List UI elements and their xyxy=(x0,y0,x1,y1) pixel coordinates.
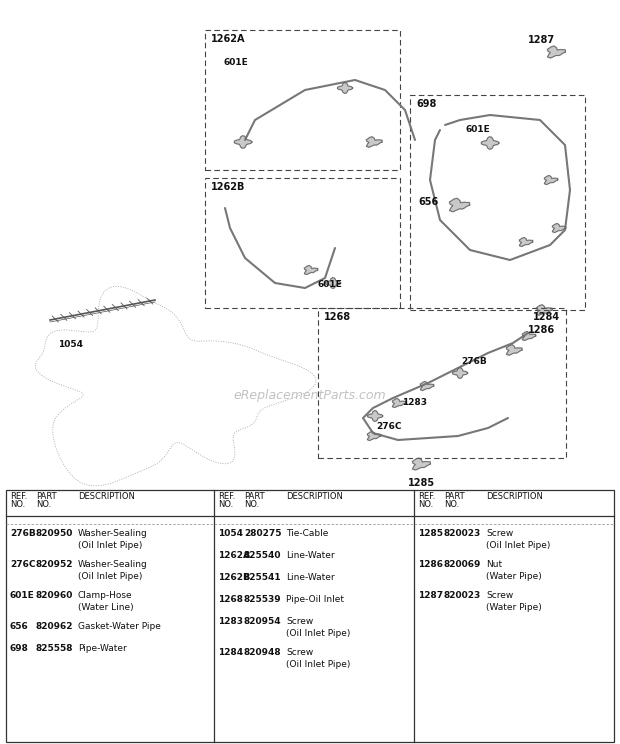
Text: Washer-Sealing
(Oil Inlet Pipe): Washer-Sealing (Oil Inlet Pipe) xyxy=(78,560,148,581)
Text: Clamp-Hose
(Water Line): Clamp-Hose (Water Line) xyxy=(78,591,134,612)
Polygon shape xyxy=(420,382,434,391)
Text: NO.: NO. xyxy=(418,500,433,509)
Polygon shape xyxy=(366,137,382,147)
Text: 1283: 1283 xyxy=(218,617,243,626)
Text: 1284: 1284 xyxy=(218,648,243,657)
Text: 656: 656 xyxy=(10,622,29,631)
Text: Pipe-Water: Pipe-Water xyxy=(78,644,126,653)
Text: REF.: REF. xyxy=(418,492,435,501)
Text: DESCRIPTION: DESCRIPTION xyxy=(486,492,543,501)
Text: REF.: REF. xyxy=(10,492,27,501)
Polygon shape xyxy=(450,198,470,212)
Text: NO.: NO. xyxy=(218,500,233,509)
Bar xyxy=(6,490,614,742)
Polygon shape xyxy=(367,432,381,440)
Text: 1262B: 1262B xyxy=(211,182,246,192)
Text: NO.: NO. xyxy=(10,500,25,509)
Polygon shape xyxy=(453,368,468,379)
Text: 276B: 276B xyxy=(461,357,487,366)
Polygon shape xyxy=(481,137,499,150)
Text: 1284: 1284 xyxy=(533,312,560,322)
Text: 1283: 1283 xyxy=(402,398,427,407)
Text: 698: 698 xyxy=(416,99,436,109)
Text: 825558: 825558 xyxy=(36,644,74,653)
Text: Tie-Cable: Tie-Cable xyxy=(286,529,329,538)
Text: 820948: 820948 xyxy=(244,648,281,657)
Text: REF.: REF. xyxy=(218,492,235,501)
Text: 601E: 601E xyxy=(466,125,491,134)
Text: NO.: NO. xyxy=(36,500,51,509)
Text: PART: PART xyxy=(444,492,464,501)
Text: 1285: 1285 xyxy=(408,478,435,488)
Text: Nut
(Water Pipe): Nut (Water Pipe) xyxy=(486,560,542,581)
Text: Washer-Sealing
(Oil Inlet Pipe): Washer-Sealing (Oil Inlet Pipe) xyxy=(78,529,148,550)
Polygon shape xyxy=(536,305,552,315)
Text: Line-Water: Line-Water xyxy=(286,551,335,560)
Text: Gasket-Water Pipe: Gasket-Water Pipe xyxy=(78,622,161,631)
Text: 601E: 601E xyxy=(223,58,248,67)
Polygon shape xyxy=(552,223,566,233)
Bar xyxy=(318,308,566,458)
Polygon shape xyxy=(304,266,318,275)
Text: Line-Water: Line-Water xyxy=(286,573,335,582)
Text: 276C: 276C xyxy=(10,560,35,569)
Text: 1262B: 1262B xyxy=(218,573,250,582)
Polygon shape xyxy=(507,344,522,356)
Polygon shape xyxy=(522,332,536,341)
Polygon shape xyxy=(544,176,558,185)
Text: DESCRIPTION: DESCRIPTION xyxy=(286,492,343,501)
Bar xyxy=(205,30,400,170)
Text: 601E: 601E xyxy=(10,591,35,600)
Text: 820952: 820952 xyxy=(36,560,74,569)
Text: 1286: 1286 xyxy=(418,560,443,569)
Text: 1262A: 1262A xyxy=(211,34,246,44)
Text: 820069: 820069 xyxy=(444,560,481,569)
Polygon shape xyxy=(547,46,565,58)
Text: 601E: 601E xyxy=(317,280,342,289)
Polygon shape xyxy=(234,135,252,148)
Text: Screw
(Oil Inlet Pipe): Screw (Oil Inlet Pipe) xyxy=(486,529,551,550)
Text: 280275: 280275 xyxy=(244,529,281,538)
Text: 698: 698 xyxy=(10,644,29,653)
Text: 1054: 1054 xyxy=(58,340,83,349)
Text: 1287: 1287 xyxy=(528,35,555,45)
Text: 1054: 1054 xyxy=(218,529,243,538)
Text: 1268: 1268 xyxy=(218,595,243,604)
Text: 820960: 820960 xyxy=(36,591,73,600)
Text: 825541: 825541 xyxy=(244,573,281,582)
Text: Screw
(Water Pipe): Screw (Water Pipe) xyxy=(486,591,542,612)
Text: 1268: 1268 xyxy=(324,312,351,322)
Text: 1286: 1286 xyxy=(528,325,555,335)
Text: NO.: NO. xyxy=(244,500,259,509)
Polygon shape xyxy=(368,411,383,421)
Text: PART: PART xyxy=(244,492,265,501)
Polygon shape xyxy=(519,237,533,246)
Bar xyxy=(410,95,585,310)
Text: 825540: 825540 xyxy=(244,551,281,560)
Text: 820954: 820954 xyxy=(244,617,281,626)
Text: Screw
(Oil Inlet Pipe): Screw (Oil Inlet Pipe) xyxy=(286,648,350,669)
Text: eReplacementParts.com: eReplacementParts.com xyxy=(234,388,386,402)
Text: 276C: 276C xyxy=(376,422,402,431)
Text: 1262A: 1262A xyxy=(218,551,250,560)
Text: NO.: NO. xyxy=(444,500,459,509)
Bar xyxy=(205,178,400,308)
Text: PART: PART xyxy=(36,492,56,501)
Text: 656: 656 xyxy=(418,197,438,207)
Text: DESCRIPTION: DESCRIPTION xyxy=(78,492,135,501)
Polygon shape xyxy=(326,278,341,289)
Text: Pipe-Oil Inlet: Pipe-Oil Inlet xyxy=(286,595,344,604)
Text: 1285: 1285 xyxy=(418,529,443,538)
Text: 820962: 820962 xyxy=(36,622,74,631)
Polygon shape xyxy=(392,399,406,408)
Text: 1287: 1287 xyxy=(418,591,443,600)
Text: Screw
(Oil Inlet Pipe): Screw (Oil Inlet Pipe) xyxy=(286,617,350,638)
Text: 276B: 276B xyxy=(10,529,36,538)
Text: 820950: 820950 xyxy=(36,529,73,538)
Text: 825539: 825539 xyxy=(244,595,281,604)
Text: 820023: 820023 xyxy=(444,529,481,538)
Polygon shape xyxy=(412,458,430,470)
Polygon shape xyxy=(337,83,353,94)
Text: 820023: 820023 xyxy=(444,591,481,600)
